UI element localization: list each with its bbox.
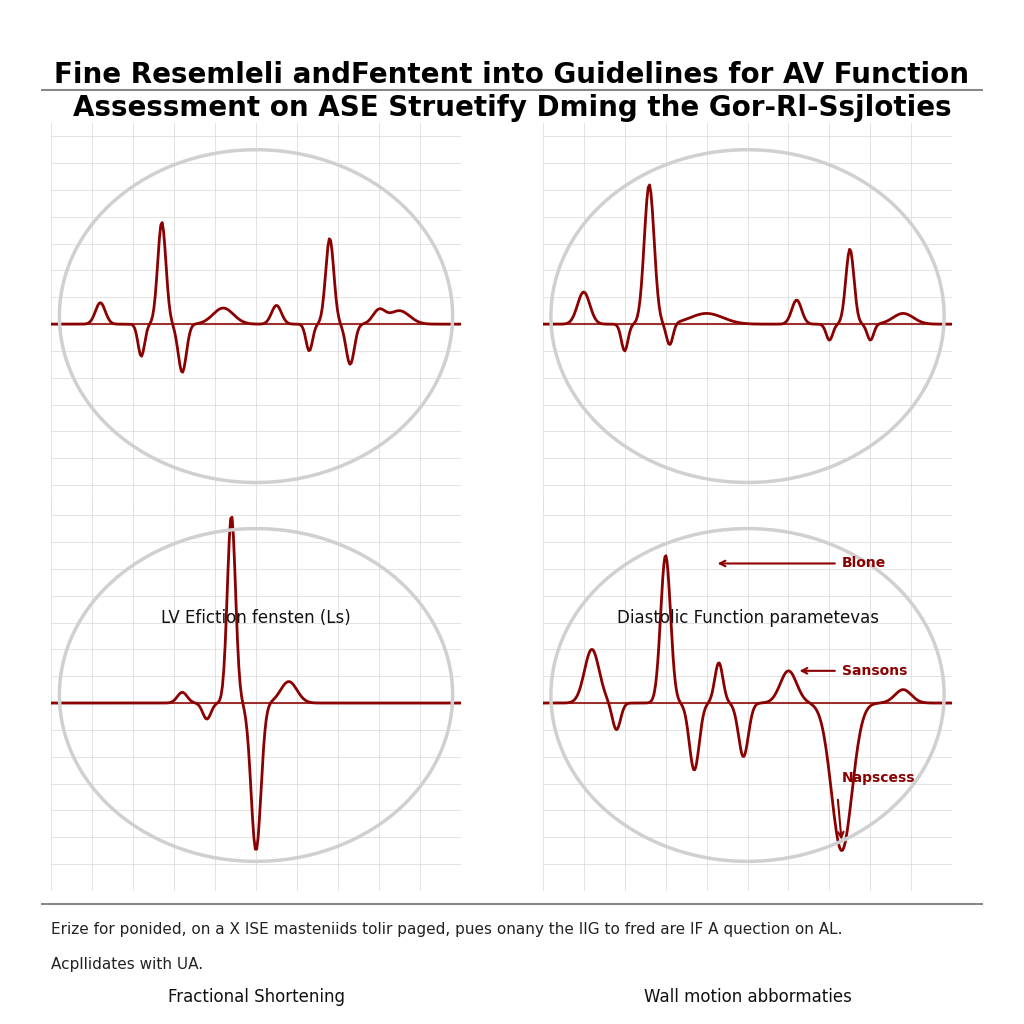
Text: Diastolic Function parametevas: Diastolic Function parametevas [616,609,879,628]
Text: Blone: Blone [842,556,886,570]
Text: Sansons: Sansons [842,664,907,678]
Text: Erize for ponided, on a X ISE masteniids tolir paged, pues onany the IIG to fred: Erize for ponided, on a X ISE masteniids… [51,922,843,937]
Text: Fractional Shortening: Fractional Shortening [168,988,344,1007]
Text: LV Efiction fensten (Ls): LV Efiction fensten (Ls) [161,609,351,628]
Text: Napscess: Napscess [842,771,915,785]
Text: Acpllidates with UA.: Acpllidates with UA. [51,957,204,973]
Text: Wall motion abbormaties: Wall motion abbormaties [643,988,852,1007]
Text: Fine Resemleli andFentent into Guidelines for AV Function
Assessment on ASE Stru: Fine Resemleli andFentent into Guideline… [54,61,970,122]
